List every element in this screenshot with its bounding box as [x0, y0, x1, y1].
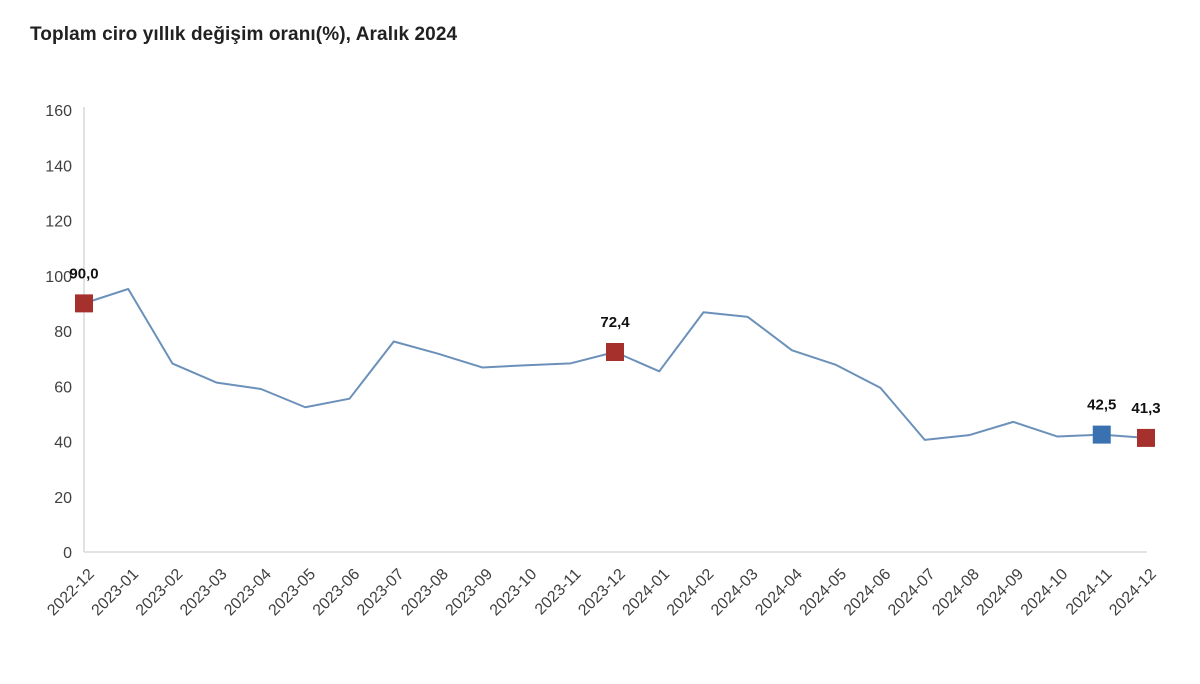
x-tick-label-2024-02: 2024-02	[664, 566, 718, 620]
x-tick-label-2023-01: 2023-01	[89, 566, 143, 620]
y-tick-label-20: 20	[54, 490, 72, 507]
y-tick-label-60: 60	[54, 379, 72, 396]
x-tick-label-2023-02: 2023-02	[133, 566, 187, 620]
y-tick-label-120: 120	[45, 214, 72, 231]
x-tick-label-2023-04: 2023-04	[221, 566, 275, 620]
y-tick-label-140: 140	[45, 158, 72, 175]
x-tick-label-2023-09: 2023-09	[443, 566, 497, 620]
x-tick-label-2023-05: 2023-05	[266, 566, 320, 620]
y-tick-label-100: 100	[45, 269, 72, 286]
point-label-2022-12: 90,0	[69, 265, 98, 282]
x-tick-label-2023-10: 2023-10	[487, 566, 541, 620]
x-tick-label-2024-05: 2024-05	[797, 566, 851, 620]
x-tick-label-2023-11: 2023-11	[532, 566, 585, 619]
y-tick-label-0: 0	[63, 545, 72, 562]
x-tick-label-2024-04: 2024-04	[752, 566, 806, 620]
series-line	[83, 288, 1147, 441]
x-tick-label-2024-03: 2024-03	[708, 566, 762, 620]
marker-2022-12	[75, 294, 93, 313]
x-tick-label-2024-07: 2024-07	[885, 566, 939, 620]
x-tick-label-2022-12: 2022-12	[44, 566, 98, 620]
point-label-2024-12: 41,3	[1131, 400, 1160, 417]
marker-2023-12	[606, 342, 624, 361]
x-tick-label-2024-08: 2024-08	[929, 566, 983, 620]
x-tick-label-2024-12: 2024-12	[1106, 566, 1160, 620]
x-tick-label-2023-08: 2023-08	[398, 566, 452, 620]
x-tick-label-2023-06: 2023-06	[310, 566, 364, 620]
y-tick-label-160: 160	[45, 103, 72, 120]
y-tick-label-40: 40	[54, 435, 72, 452]
marker-2024-12	[1137, 428, 1155, 447]
marker-2024-11	[1092, 425, 1111, 444]
point-label-2023-12: 72,4	[600, 314, 630, 331]
chart-title: Toplam ciro yıllık değişim oranı(%), Ara…	[30, 24, 458, 45]
y-tick-label-80: 80	[54, 324, 72, 341]
x-tick-label-2023-07: 2023-07	[354, 566, 408, 620]
point-label-2024-11: 42,5	[1087, 397, 1116, 414]
x-tick-label-2024-01: 2024-01	[620, 566, 674, 620]
x-tick-label-2024-10: 2024-10	[1018, 566, 1072, 620]
x-tick-label-2024-11: 2024-11	[1063, 566, 1116, 619]
x-tick-label-2023-12: 2023-12	[575, 566, 629, 620]
x-tick-label-2024-09: 2024-09	[974, 566, 1028, 620]
x-tick-label-2024-06: 2024-06	[841, 566, 895, 620]
x-tick-label-2023-03: 2023-03	[177, 566, 231, 620]
